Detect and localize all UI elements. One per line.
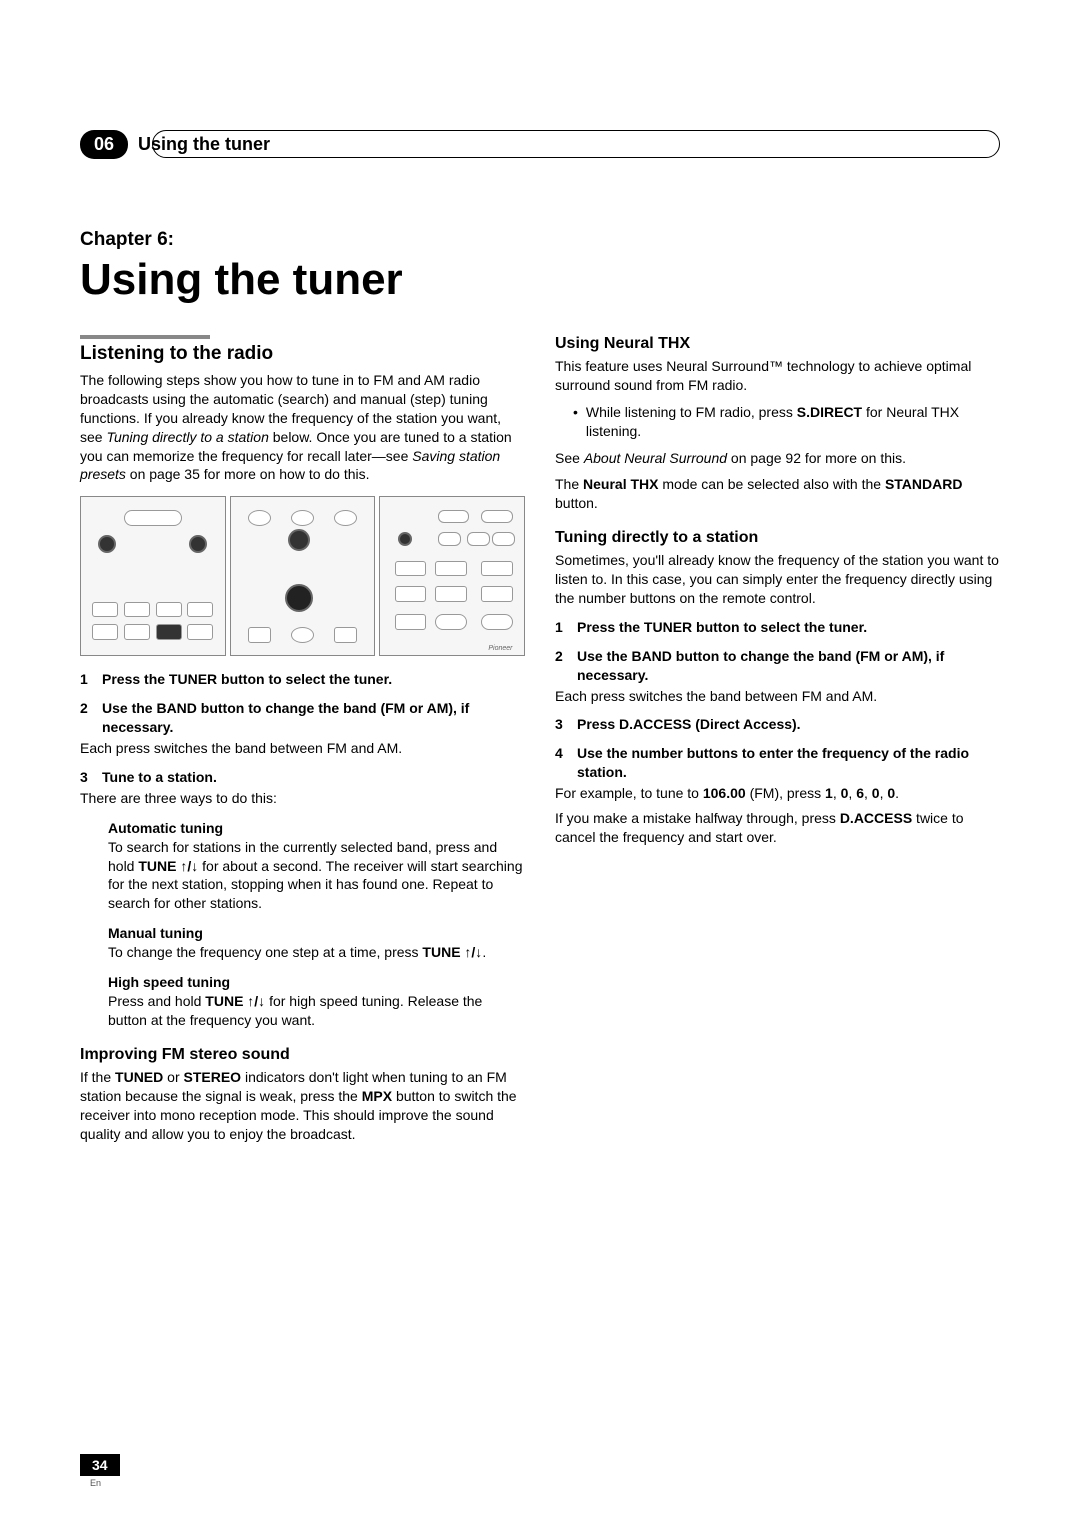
- right-column: Using Neural THX This feature uses Neura…: [555, 335, 1000, 1151]
- step-number: 3: [80, 768, 102, 787]
- remote-panel-2: [230, 496, 376, 656]
- step-number: 1: [80, 670, 102, 689]
- auto-tuning: Automatic tuning To search for stations …: [108, 820, 525, 914]
- d-step-4: 4 Use the number buttons to enter the fr…: [555, 744, 1000, 782]
- page-number: 34: [80, 1454, 120, 1476]
- manual-page: 06 Using the tuner Chapter 6: Using the …: [0, 0, 1080, 1528]
- bullet-icon: •: [573, 403, 578, 441]
- content-columns: Listening to the radio The following ste…: [80, 335, 1000, 1151]
- d-step-1-text: Press the TUNER button to select the tun…: [577, 618, 1000, 637]
- d-step-2-body: Each press switches the band between FM …: [555, 687, 1000, 706]
- step-number: 3: [555, 715, 577, 734]
- d-mistake: If you make a mistake halfway through, p…: [555, 809, 1000, 847]
- d-step-3-text: Press D.ACCESS (Direct Access).: [577, 715, 1000, 734]
- heading-neural-thx: Using Neural THX: [555, 335, 1000, 353]
- page-footer: 34 En: [80, 1454, 120, 1488]
- step-number: 4: [555, 744, 577, 782]
- fm-stereo-body: If the TUNED or STEREO indicators don't …: [80, 1068, 525, 1144]
- page-language: En: [90, 1478, 120, 1488]
- intro-text: The following steps show you how to tune…: [80, 371, 525, 484]
- direct-body: Sometimes, you'll already know the frequ…: [555, 551, 1000, 608]
- step-2-body: Each press switches the band between FM …: [80, 739, 525, 758]
- d-step-1: 1 Press the TUNER button to select the t…: [555, 618, 1000, 637]
- auto-tuning-title: Automatic tuning: [108, 820, 525, 836]
- header-bar: 06 Using the tuner: [80, 130, 1000, 159]
- d-step-3: 3 Press D.ACCESS (Direct Access).: [555, 715, 1000, 734]
- manual-tuning-body: To change the frequency one step at a ti…: [108, 943, 525, 962]
- step-number: 1: [555, 618, 577, 637]
- step-number: 2: [80, 699, 102, 737]
- remote-panel-3: Pioneer: [379, 496, 525, 656]
- section-number-pill: 06: [80, 130, 128, 159]
- manual-tuning: Manual tuning To change the frequency on…: [108, 925, 525, 962]
- hs-tuning-body: Press and hold TUNE ↑/↓ for high speed t…: [108, 992, 525, 1030]
- heading-fm-stereo: Improving FM stereo sound: [80, 1046, 525, 1064]
- manual-tuning-title: Manual tuning: [108, 925, 525, 941]
- heading-tuning-direct: Tuning directly to a station: [555, 529, 1000, 547]
- heading-listening: Listening to the radio: [80, 343, 525, 365]
- step-number: 2: [555, 647, 577, 685]
- auto-tuning-body: To search for stations in the currently …: [108, 838, 525, 914]
- section-title: Using the tuner: [138, 134, 270, 155]
- step-3-text: Tune to a station.: [102, 768, 525, 787]
- step-2-text: Use the BAND button to change the band (…: [102, 699, 525, 737]
- thx-body: This feature uses Neural Surround™ techn…: [555, 357, 1000, 395]
- remote-illustration: Pioneer: [80, 496, 525, 656]
- d-step-2: 2 Use the BAND button to change the band…: [555, 647, 1000, 685]
- thx-see: See About Neural Surround on page 92 for…: [555, 449, 1000, 468]
- step-3-body: There are three ways to do this:: [80, 789, 525, 808]
- d-example: For example, to tune to 106.00 (FM), pre…: [555, 784, 1000, 803]
- thx-note: The Neural THX mode can be selected also…: [555, 475, 1000, 513]
- left-column: Listening to the radio The following ste…: [80, 335, 525, 1151]
- d-step-4-text: Use the number buttons to enter the freq…: [577, 744, 1000, 782]
- step-1-text: Press the TUNER button to select the tun…: [102, 670, 525, 689]
- chapter-title: Using the tuner: [80, 255, 1000, 305]
- step-2: 2 Use the BAND button to change the band…: [80, 699, 525, 737]
- remote-panel-1: [80, 496, 226, 656]
- step-1: 1 Press the TUNER button to select the t…: [80, 670, 525, 689]
- thx-bullet: • While listening to FM radio, press S.D…: [573, 403, 1000, 441]
- hs-tuning-title: High speed tuning: [108, 974, 525, 990]
- high-speed-tuning: High speed tuning Press and hold TUNE ↑/…: [108, 974, 525, 1030]
- d-step-2-text: Use the BAND button to change the band (…: [577, 647, 1000, 685]
- chapter-label: Chapter 6:: [80, 229, 1000, 251]
- step-3: 3 Tune to a station.: [80, 768, 525, 787]
